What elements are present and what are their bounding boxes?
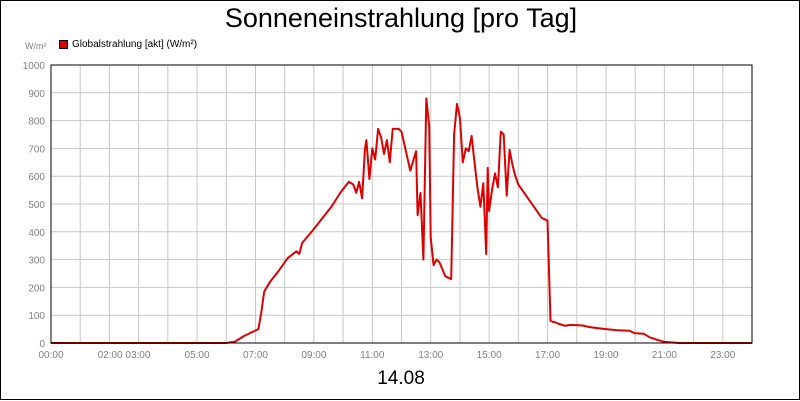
y-tick-label: 300 <box>28 256 45 267</box>
legend-swatch <box>59 40 68 49</box>
y-tick-label: 600 <box>28 172 45 183</box>
x-tick-label: 00:00 <box>38 350 63 361</box>
x-axis-date-label: 14.08 <box>377 368 425 389</box>
y-tick-label: 1000 <box>23 61 46 72</box>
x-tick-label: 05:00 <box>185 350 210 361</box>
x-tick-label: 11:00 <box>360 350 385 361</box>
x-tick-label: 09:00 <box>301 350 326 361</box>
y-axis-unit-label: W/m² <box>25 41 47 51</box>
y-tick-label: 500 <box>28 200 45 211</box>
grid <box>51 64 752 344</box>
y-tick-label: 800 <box>28 117 45 128</box>
y-tick-label: 700 <box>28 144 45 155</box>
x-tick-label: 02:00 03:00 <box>98 350 151 361</box>
legend: Globalstrahlung [akt] (W/m²) <box>59 39 197 50</box>
x-tick-label: 15:00 <box>477 350 502 361</box>
y-tick-label: 200 <box>28 283 45 294</box>
y-tick-label: 900 <box>28 89 45 100</box>
series-line-globalstrahlung <box>51 97 752 344</box>
x-tick-label: 17:00 <box>535 350 560 361</box>
y-tick-labels: 0 100 200 300 400 500 600 700 800 900 1000 <box>23 61 46 350</box>
x-tick-labels: 00:00 02:00 03:00 05:00 07:00 09:00 11:00 13:0… <box>38 350 735 361</box>
x-tick-label: 23:00 <box>710 350 735 361</box>
series-layer <box>51 97 752 344</box>
legend-label: Globalstrahlung [akt] (W/m²) <box>72 39 198 50</box>
y-tick-label: 100 <box>28 311 45 322</box>
x-tick-label: 07:00 <box>243 350 268 361</box>
x-tick-label: 19:00 <box>593 350 618 361</box>
x-tick-label: 21:00 <box>652 350 677 361</box>
y-tick-label: 400 <box>28 228 45 239</box>
plot-border <box>50 64 753 344</box>
y-tick-label: 0 <box>39 339 45 350</box>
x-tick-label: 13:00 <box>418 350 443 361</box>
chart-title: Sonneneinstrahlung [pro Tag] <box>224 3 578 33</box>
